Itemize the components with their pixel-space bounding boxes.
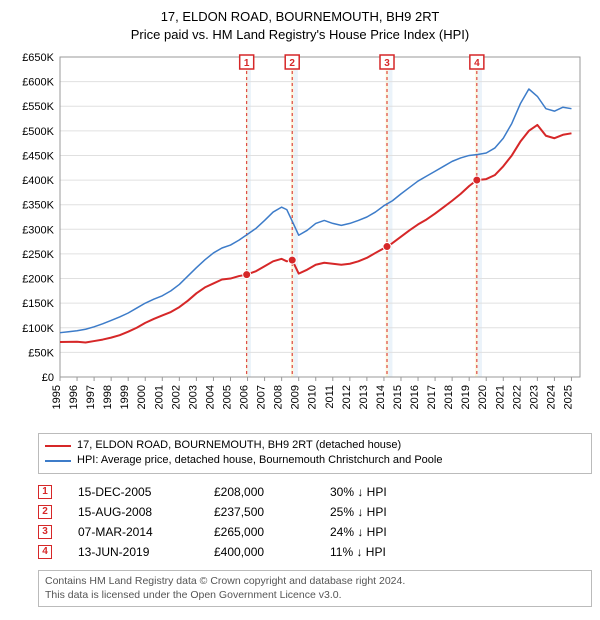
sale-row: 2 15-AUG-2008 £237,500 25% ↓ HPI [38, 502, 590, 522]
svg-text:1: 1 [244, 58, 250, 69]
sale-marker: 4 [38, 545, 52, 559]
legend-item: HPI: Average price, detached house, Bour… [45, 453, 585, 468]
sale-row: 4 13-JUN-2019 £400,000 11% ↓ HPI [38, 542, 590, 562]
sale-pct-vs-hpi: 24% ↓ HPI [330, 525, 430, 539]
svg-text:2017: 2017 [426, 385, 438, 409]
chart-svg: £0 £50K £100K £150K £200K £250K £300K £350K £400… [10, 47, 590, 427]
sales-table: 1 15-DEC-2005 £208,000 30% ↓ HPI 2 15-AUG-200… [38, 482, 590, 562]
legend-label: HPI: Average price, detached house, Bour… [77, 453, 442, 468]
sale-pct-vs-hpi: 25% ↓ HPI [330, 505, 430, 519]
svg-text:1998: 1998 [102, 385, 114, 409]
svg-text:3: 3 [384, 58, 390, 69]
svg-text:£300K: £300K [22, 224, 54, 236]
svg-text:2008: 2008 [273, 385, 285, 409]
svg-text:1999: 1999 [119, 385, 131, 409]
svg-text:2023: 2023 [528, 385, 540, 409]
sale-date: 15-AUG-2008 [78, 505, 188, 519]
line-chart: £0 £50K £100K £150K £200K £250K £300K £350K £400… [10, 47, 590, 427]
sale-date: 07-MAR-2014 [78, 525, 188, 539]
svg-text:2013: 2013 [358, 385, 370, 409]
svg-text:2012: 2012 [341, 385, 353, 409]
svg-text:2005: 2005 [221, 385, 233, 409]
svg-text:2002: 2002 [170, 385, 182, 409]
svg-text:£0: £0 [42, 372, 54, 384]
legend-swatch [45, 460, 71, 462]
sale-pct-vs-hpi: 11% ↓ HPI [330, 545, 430, 559]
legend-item: 17, ELDON ROAD, BOURNEMOUTH, BH9 2RT (de… [45, 438, 585, 453]
sale-marker: 2 [38, 505, 52, 519]
legend-swatch [45, 445, 71, 447]
sale-marker: 1 [38, 485, 52, 499]
sale-row: 3 07-MAR-2014 £265,000 24% ↓ HPI [38, 522, 590, 542]
svg-text:£100K: £100K [22, 323, 54, 335]
svg-text:£650K: £650K [22, 52, 54, 64]
svg-text:2014: 2014 [375, 385, 387, 409]
svg-text:2018: 2018 [443, 385, 455, 409]
svg-text:£150K: £150K [22, 298, 54, 310]
svg-text:2016: 2016 [409, 385, 421, 409]
svg-text:£350K: £350K [22, 200, 54, 212]
sale-marker: 3 [38, 525, 52, 539]
sale-pct-vs-hpi: 30% ↓ HPI [330, 485, 430, 499]
svg-text:2024: 2024 [545, 385, 557, 409]
svg-text:2020: 2020 [477, 385, 489, 409]
svg-text:2019: 2019 [460, 385, 472, 409]
sale-price: £208,000 [214, 485, 304, 499]
svg-text:2025: 2025 [562, 385, 574, 409]
svg-text:2003: 2003 [187, 385, 199, 409]
svg-text:£450K: £450K [22, 151, 54, 163]
svg-text:£500K: £500K [22, 126, 54, 138]
sale-price: £400,000 [214, 545, 304, 559]
svg-text:1997: 1997 [85, 385, 97, 409]
svg-text:1995: 1995 [51, 385, 63, 409]
svg-text:2011: 2011 [324, 385, 336, 409]
svg-text:£250K: £250K [22, 249, 54, 261]
svg-text:2022: 2022 [511, 385, 523, 409]
sale-price: £237,500 [214, 505, 304, 519]
svg-text:2: 2 [289, 58, 295, 69]
footer-line-2: This data is licensed under the Open Gov… [45, 589, 585, 603]
svg-text:2006: 2006 [239, 385, 251, 409]
svg-text:2007: 2007 [256, 385, 268, 409]
sale-date: 13-JUN-2019 [78, 545, 188, 559]
sale-date: 15-DEC-2005 [78, 485, 188, 499]
svg-text:2009: 2009 [290, 385, 302, 409]
legend-label: 17, ELDON ROAD, BOURNEMOUTH, BH9 2RT (de… [77, 438, 401, 453]
title-line-1: 17, ELDON ROAD, BOURNEMOUTH, BH9 2RT [10, 8, 590, 26]
svg-text:4: 4 [474, 58, 480, 69]
title-line-2: Price paid vs. HM Land Registry's House … [10, 26, 590, 44]
footer-line-1: Contains HM Land Registry data © Crown c… [45, 575, 585, 589]
sale-price: £265,000 [214, 525, 304, 539]
svg-text:£600K: £600K [22, 77, 54, 89]
svg-text:£200K: £200K [22, 274, 54, 286]
sale-row: 1 15-DEC-2005 £208,000 30% ↓ HPI [38, 482, 590, 502]
svg-text:2001: 2001 [153, 385, 165, 409]
svg-text:2021: 2021 [494, 385, 506, 409]
chart-title: 17, ELDON ROAD, BOURNEMOUTH, BH9 2RT Pri… [10, 8, 590, 43]
svg-text:£50K: £50K [28, 347, 54, 359]
chart-container: { "title": { "line1": "17, ELDON ROAD, B… [0, 0, 600, 620]
svg-text:1996: 1996 [68, 385, 80, 409]
svg-text:2000: 2000 [136, 385, 148, 409]
svg-text:2010: 2010 [307, 385, 319, 409]
svg-text:2015: 2015 [392, 385, 404, 409]
svg-text:2004: 2004 [204, 385, 216, 409]
footer-attribution: Contains HM Land Registry data © Crown c… [38, 570, 592, 607]
svg-text:£400K: £400K [22, 175, 54, 187]
svg-text:£550K: £550K [22, 101, 54, 113]
legend: 17, ELDON ROAD, BOURNEMOUTH, BH9 2RT (de… [38, 433, 592, 474]
